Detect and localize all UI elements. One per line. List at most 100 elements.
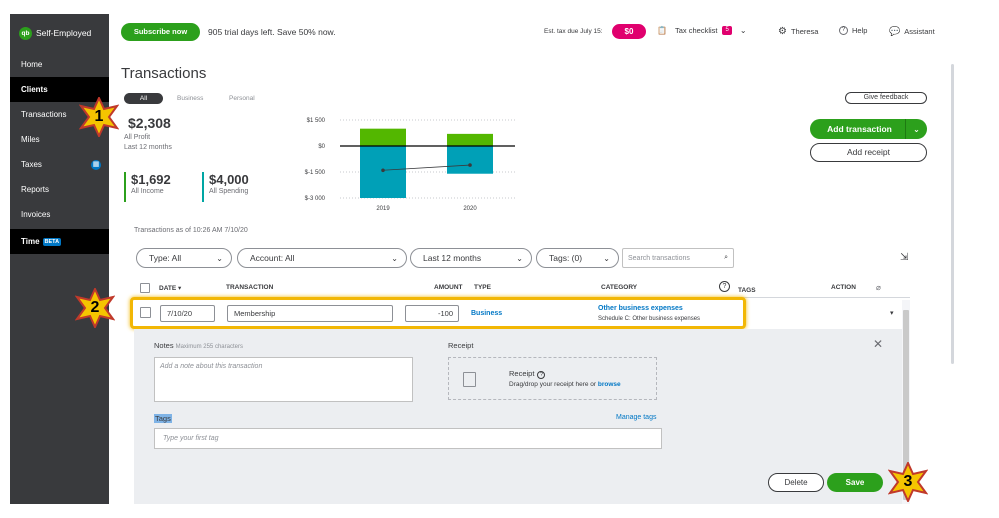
tags-label: Tags [154,414,172,423]
notes-label: Notes Maximum 255 characters [154,341,243,350]
help-icon[interactable]: ? [719,281,730,292]
export-icon[interactable]: ⇲ [900,252,909,263]
tags-input[interactable]: Type your first tag [154,428,662,449]
assistant-button[interactable]: 💬 Assistant [889,26,935,37]
step-number: 2 [90,299,100,316]
calculator-icon: ▦ [91,159,101,170]
profit-chart: $1 500 $0 $-1 500 $-3 000 2019 2020 [305,118,515,212]
category-sub: Schedule C: Other business expenses [598,316,701,322]
tags-filter[interactable]: Tags: (0) ⌄ [536,248,619,268]
column-tags: TAGS [738,287,756,294]
sidebar-item-label: Transactions [21,110,67,119]
close-icon[interactable]: ✕ [873,337,884,351]
give-feedback-button[interactable]: Give feedback [845,92,927,104]
income-bar [447,133,493,146]
user-menu[interactable]: ⚙ Theresa [778,26,818,37]
notes-input[interactable]: Add a note about this transaction [154,357,413,402]
search-input[interactable]: Search transactions ⌕ [622,248,734,268]
sidebar-item-miles[interactable]: Miles [10,127,109,152]
chat-icon: 💬 [889,26,901,36]
column-transaction: TRANSACTION [226,284,274,291]
type-filter-label: Type: All [149,253,182,263]
table-scrollbar-thumb[interactable] [903,310,909,500]
category-link[interactable]: Other business expenses [598,305,683,312]
column-date[interactable]: DATE ▾ [159,285,182,292]
tax-checklist-label: Tax checklist [674,26,718,35]
help-label: Help [852,26,868,35]
brand[interactable]: qb Self-Employed [10,14,109,52]
sidebar-item-label: Home [21,60,43,69]
sidebar-item-clients[interactable]: Clients [10,77,109,102]
profit-value: $2,308 [128,115,171,131]
chevron-down-icon: ⌄ [516,253,523,263]
brand-name: Self-Employed [36,28,92,38]
page-title: Transactions [121,65,207,82]
receipt-title-text: Receipt [509,369,535,378]
type-filter[interactable]: Type: All ⌄ [136,248,232,268]
help-button[interactable]: ? Help [839,26,867,35]
chevron-down-icon[interactable]: ⌄ [905,119,927,139]
assistant-label: Assistant [904,27,935,36]
sidebar-item-label: Time [21,237,40,246]
manage-tags-link[interactable]: Manage tags [616,414,657,421]
sidebar-item-taxes[interactable]: Taxes ▦ [10,152,109,177]
column-action: ACTION [831,284,856,291]
select-all-checkbox[interactable] [140,283,150,293]
receipt-dropzone[interactable] [448,357,657,400]
toggle-all[interactable]: All [124,93,163,104]
help-icon[interactable]: ? [537,371,546,379]
receipt-title: Receipt? [509,369,546,379]
add-receipt-button[interactable]: Add receipt [810,143,927,162]
sidebar-item-time[interactable]: Time BETA [10,229,109,254]
y-tick-label: $-1 500 [305,170,326,176]
receipt-icon [463,372,476,387]
type-link[interactable]: Business [471,310,503,317]
tax-checklist-button[interactable]: 📋 Tax checklist 5 ⌄ [657,26,747,35]
step-badge-2: 2 [75,288,115,328]
sidebar: qb Self-Employed Home Clients Transactio… [10,14,109,504]
date-field[interactable]: 7/10/20 [160,305,215,322]
chevron-down-icon: ⌄ [603,253,610,263]
income-value: $1,692 [131,172,171,187]
sidebar-item-reports[interactable]: Reports [10,177,109,202]
row-checkbox[interactable] [140,307,151,318]
sidebar-item-label: Invoices [21,210,51,219]
notes-hint: Maximum 255 characters [175,344,243,350]
spending-kpi: $4,000 All Spending [202,172,249,202]
column-amount: AMOUNT [434,284,463,291]
as-of-text: Transactions as of 10:26 AM 7/10/20 [134,227,248,234]
amount-field[interactable]: -100 [405,305,459,322]
sidebar-item-invoices[interactable]: Invoices [10,202,109,227]
browse-link[interactable]: browse [597,381,621,388]
caret-down-icon[interactable]: ▾ [890,310,894,317]
sidebar-item-label: Clients [21,85,48,94]
period-filter-label: Last 12 months [423,253,482,263]
star-burst-icon [888,462,928,502]
clipboard-icon: 📋 [657,26,667,35]
toggle-personal[interactable]: Personal [229,95,255,102]
sidebar-item-home[interactable]: Home [10,52,109,77]
account-filter[interactable]: Account: All ⌄ [237,248,407,268]
toggle-business[interactable]: Business [177,95,204,102]
star-burst-icon [75,288,115,328]
subscribe-button[interactable]: Subscribe now [121,23,200,41]
profit-line [382,164,471,171]
search-placeholder: Search transactions [628,254,690,262]
gear-icon: ⚙ [778,26,787,37]
star-burst-icon [79,97,119,137]
beta-badge: BETA [42,237,62,246]
period-filter[interactable]: Last 12 months ⌄ [410,248,532,268]
income-label: All Income [131,188,164,195]
sidebar-item-label: Reports [21,185,50,194]
save-button[interactable]: Save [827,473,883,492]
delete-button[interactable]: Delete [768,473,824,492]
notes-label-text: Notes [154,341,174,350]
page-scrollbar[interactable] [951,64,954,364]
add-transaction-button[interactable]: Add transaction ⌄ [810,119,927,139]
income-bar [360,128,406,146]
est-tax-value[interactable]: $0 [612,24,646,39]
step-badge-1: 1 [79,97,119,137]
transaction-field[interactable]: Membership [227,305,393,322]
profit-period: Last 12 months [124,144,172,151]
sidebar-item-transactions[interactable]: Transactions [10,102,109,127]
